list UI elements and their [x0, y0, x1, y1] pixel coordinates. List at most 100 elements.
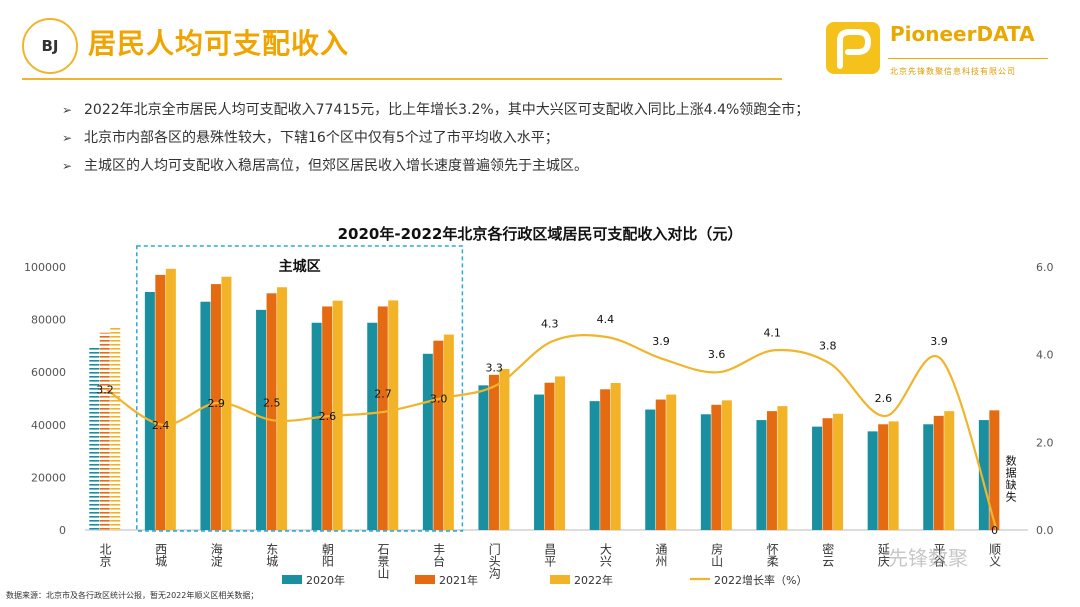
bar-2021年	[99, 332, 110, 530]
bar-2021年	[989, 410, 1000, 530]
x-tick-label: 大兴	[598, 543, 612, 567]
bullet-arrow-icon: ➢	[62, 103, 73, 117]
region-badge: BJ	[22, 18, 78, 74]
bar-2021年	[210, 284, 221, 530]
legend-label: 2022年	[574, 573, 613, 587]
bar-2020年	[200, 301, 211, 530]
growth-rate-label: 3.8	[819, 339, 837, 352]
growth-rate-label: 3.2	[96, 384, 114, 397]
brand-subtitle: 北京先锋数聚信息科技有限公司	[890, 67, 1016, 76]
bar-2022年	[833, 413, 844, 530]
bar-2020年	[89, 347, 100, 530]
x-tick-label: 密云	[821, 542, 835, 568]
x-tick-label: 西城	[154, 543, 168, 568]
bar-2021年	[766, 411, 777, 530]
bar-2020年	[645, 409, 656, 530]
y-left-tick-label: 100000	[24, 261, 66, 274]
bullet-list: ➢ 2022年北京全市居民人均可支配收入77415元，比上年增长3.2%，其中大兴…	[62, 96, 1042, 180]
bullet-item: ➢ 主城区的人均可支配收入稳居高位，但郊区居民收入增长速度普遍领先于主城区。	[62, 152, 1042, 180]
growth-rate-label: 3.6	[708, 348, 726, 361]
bar-2022年	[388, 300, 399, 530]
bar-2020年	[144, 291, 155, 530]
bar-2021年	[655, 399, 666, 530]
bar-2020年	[367, 322, 378, 530]
bar-2021年	[878, 424, 889, 530]
y-right-tick-label: 0.0	[1036, 524, 1054, 537]
bar-2021年	[488, 374, 499, 530]
growth-rate-label: 2.5	[263, 396, 281, 409]
legend-label: 2022增长率（%）	[714, 573, 807, 587]
legend-label: 2020年	[306, 573, 345, 587]
y-right-tick-label: 2.0	[1036, 436, 1054, 449]
bar-2021年	[544, 382, 555, 530]
bar-2020年	[589, 401, 600, 530]
legend-swatch	[550, 575, 570, 584]
growth-rate-label: 3.9	[652, 335, 670, 348]
bar-2021年	[266, 293, 277, 530]
x-tick-label: 怀柔	[765, 543, 779, 568]
bar-2022年	[110, 326, 121, 530]
bar-2021年	[600, 389, 611, 530]
brand-name: PioneerDATA	[890, 22, 1035, 46]
bullet-item: ➢ 2022年北京全市居民人均可支配收入77415元，比上年增长3.2%，其中大兴…	[62, 96, 1042, 124]
y-right-tick-label: 4.0	[1036, 349, 1054, 362]
bar-2020年	[478, 385, 489, 530]
y-left-tick-label: 40000	[31, 419, 66, 432]
main-district-label: 主城区	[279, 258, 321, 275]
y-left-tick-label: 80000	[31, 314, 66, 327]
brand-divider	[888, 58, 1048, 59]
x-tick-label: 平谷	[932, 543, 946, 568]
bar-2022年	[165, 268, 176, 530]
y-left-tick-label: 60000	[31, 366, 66, 379]
bar-2022年	[721, 400, 732, 530]
growth-rate-label: 2.6	[875, 392, 893, 405]
bar-2020年	[867, 431, 878, 530]
missing-data-note: 数据缺失	[1004, 455, 1017, 503]
x-tick-label: 延庆	[876, 543, 890, 567]
bar-2020年	[534, 394, 545, 530]
legend-label: 2021年	[439, 573, 478, 587]
bar-2021年	[322, 306, 333, 530]
bar-2020年	[812, 426, 823, 530]
x-tick-label: 房山	[710, 542, 724, 567]
y-right-tick-label: 6.0	[1036, 261, 1054, 274]
pioneerdata-logo-icon	[826, 22, 880, 74]
x-tick-label: 顺义	[988, 543, 1002, 567]
x-tick-label: 东城	[265, 543, 279, 568]
growth-rate-label: 2.7	[374, 388, 392, 401]
bullet-text: 北京市内部各区的悬殊性较大，下辖16个区中仅有5个过了市平均收入水平；	[84, 130, 559, 146]
bar-2022年	[610, 382, 621, 530]
bar-2021年	[822, 418, 833, 530]
growth-rate-label: 3.0	[430, 393, 448, 406]
bar-2020年	[256, 309, 267, 530]
x-tick-label: 海淀	[209, 542, 223, 568]
bar-2020年	[700, 414, 711, 530]
x-tick-label: 昌平	[543, 543, 557, 567]
growth-rate-label: 3.3	[485, 361, 503, 374]
bar-2021年	[933, 415, 944, 530]
legend-swatch	[282, 575, 302, 584]
title-divider	[22, 78, 782, 80]
x-tick-label: 丰台	[432, 543, 446, 567]
growth-rate-label: 4.3	[541, 318, 559, 331]
growth-rate-label: 2.9	[207, 397, 225, 410]
bar-2021年	[377, 306, 388, 530]
bullet-text: 2022年北京全市居民人均可支配收入77415元，比上年增长3.2%，其中大兴区…	[84, 102, 810, 118]
main-district-box	[136, 245, 464, 532]
bar-2020年	[923, 424, 934, 530]
x-tick-label: 门头沟	[487, 542, 501, 579]
bar-2022年	[443, 334, 454, 530]
bar-2022年	[277, 287, 288, 530]
growth-rate-label: 4.4	[597, 313, 615, 326]
x-tick-label: 北京	[98, 543, 112, 568]
bar-2021年	[711, 404, 722, 530]
bar-2022年	[944, 411, 955, 530]
x-tick-label: 石景山	[376, 543, 390, 579]
bullet-item: ➢ 北京市内部各区的悬殊性较大，下辖16个区中仅有5个过了市平均收入水平；	[62, 124, 1042, 152]
growth-rate-label: 4.1	[763, 326, 781, 339]
bar-2022年	[666, 394, 677, 530]
bar-2020年	[978, 420, 989, 530]
growth-rate-label: 2.6	[319, 410, 337, 423]
bar-2022年	[777, 406, 788, 530]
watermark: 先锋数聚	[888, 546, 968, 570]
